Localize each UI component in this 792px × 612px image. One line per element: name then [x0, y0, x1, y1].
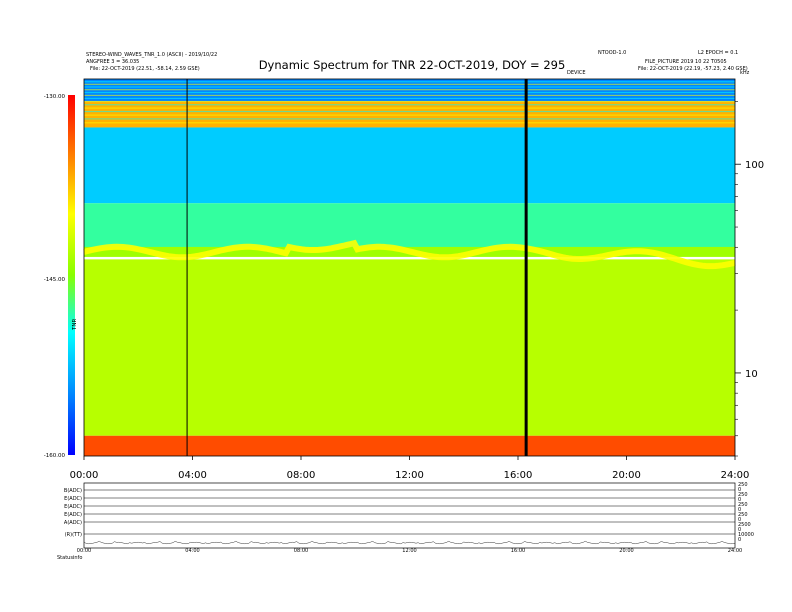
x-tick-label: 04:00 — [178, 470, 207, 481]
lower-right-label: 0 — [738, 527, 741, 533]
lower-row-label: E(ADC) — [64, 512, 82, 518]
lower-right-label: 2500 — [738, 522, 751, 528]
status-value: info — [73, 555, 82, 561]
spectrum-stripe — [84, 81, 735, 83]
lower-x-tick-label: 08:00 — [294, 548, 308, 554]
lower-x-tick-label: 20:00 — [619, 548, 633, 554]
lower-status-panel: B(ADC) E(ADC) E(ADC) E(ADC) A(ADC) (R)(TT) 250… — [57, 482, 754, 561]
spectrogram-plot — [83, 79, 736, 456]
header-right-line3: FILE_PICTURE 2019 10 22 T0505 — [645, 59, 727, 65]
spectrum-stripe — [84, 97, 735, 100]
spectrum-stripe — [84, 89, 735, 91]
emission-line — [83, 239, 736, 270]
lower-right-label: 250 — [738, 482, 748, 488]
spectrum-stripe — [84, 86, 735, 88]
lower-trace — [83, 540, 736, 545]
lower-row-label: A(ADC) — [64, 520, 82, 526]
spectrum-stripe — [84, 83, 735, 85]
y-tick-label: 10 — [745, 369, 758, 380]
lower-row-label: B(ADC) — [64, 488, 82, 494]
lower-panel-frame — [83, 482, 736, 549]
lower-right-label: 250 — [738, 492, 748, 498]
lower-right-label: 0 — [738, 497, 741, 503]
x-tick-label: 20:00 — [612, 470, 641, 481]
chart-title: Dynamic Spectrum for TNR 22-OCT-2019, DO… — [259, 58, 566, 72]
lower-right-label: 250 — [738, 512, 748, 518]
colorbar-label: TNR — [72, 319, 78, 331]
lower-row-label: E(ADC) — [64, 504, 82, 510]
spectrum-stripe — [84, 107, 735, 109]
lower-x-tick-label: 16:00 — [511, 548, 525, 554]
status-label: Status: — [57, 555, 75, 561]
lower-right-label: 0 — [738, 517, 741, 523]
lower-x-tick-label: 12:00 — [402, 548, 416, 554]
header-right-line4: File: 22-OCT-2019 (22.19, -57.23, 2.40 G… — [638, 66, 748, 72]
spectrum-stripe — [84, 118, 735, 120]
lower-x-tick-label: 04:00 — [185, 548, 199, 554]
x-tick-label: 16:00 — [504, 470, 533, 481]
lower-row-label: E(ADC) — [64, 496, 82, 502]
y-tick-label: 100 — [745, 160, 764, 171]
lower-row-label: (R)(TT) — [65, 532, 82, 538]
spectrum-stripe — [84, 91, 735, 94]
lower-right-label: 0 — [738, 537, 741, 543]
colorbar-tick-label: -160.00 — [44, 453, 66, 459]
marker-label: DEVICE — [567, 70, 586, 76]
header-left-line3: File: 22-OCT-2019 (22.51, -58.14, 2.59 G… — [90, 66, 200, 72]
x-tick-label: 24:00 — [721, 470, 750, 481]
x-axis-ticks: 00:00 04:00 08:00 12:00 16:00 20:00 24:00 — [70, 456, 750, 481]
spectrum-band — [84, 259, 735, 436]
spectrum-stripe — [84, 114, 735, 116]
x-tick-label: 08:00 — [287, 470, 316, 481]
spectrum-stripe — [84, 104, 735, 106]
x-tick-label: 00:00 — [70, 470, 99, 481]
spectrum-band — [84, 435, 735, 456]
x-tick-label: 12:00 — [395, 470, 424, 481]
spectrum-stripe — [84, 100, 735, 103]
spectrum-stripe — [84, 122, 735, 124]
colorbar-tick-label: -130.00 — [44, 94, 66, 100]
colorbar-tick-label: -145.00 — [44, 277, 66, 283]
header-right-line1: NTOOD-1.0 — [598, 50, 626, 56]
lower-right-label: 10000 — [738, 532, 754, 538]
khz-label: kHz — [740, 70, 750, 76]
header-left-line1: STEREO-WIND_WAVES_TNR_1.0 (ASCII) - 2019… — [86, 52, 217, 58]
lower-right-label: 0 — [738, 507, 741, 513]
header-right-line2: L2 EPOCH = 0.1 — [698, 50, 738, 56]
spectrum-band — [84, 127, 735, 204]
lower-x-tick-label: 24:00 — [728, 548, 742, 554]
lower-right-label: 0 — [738, 487, 741, 493]
header-left-line2: ANGFREE 3 = 36.035 — [86, 59, 139, 65]
spectrum-band — [84, 203, 735, 252]
spectrum-stripe — [84, 94, 735, 97]
spectrum-stripe — [84, 110, 735, 113]
y-axis-ticks: 100 10 — [735, 101, 764, 457]
colorbar — [68, 95, 75, 455]
lower-x-tick-label: 00:00 — [77, 548, 91, 554]
colorbar-ticks: -130.00 -145.00 -160.00 — [44, 94, 66, 459]
lower-right-label: 250 — [738, 502, 748, 508]
